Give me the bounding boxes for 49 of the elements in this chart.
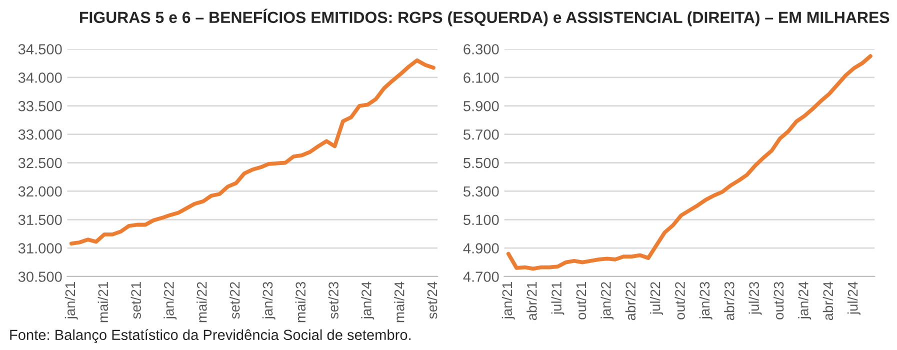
x-tick-label: set/24 (427, 282, 438, 319)
x-tick-label: mai/24 (394, 282, 404, 322)
y-tick-label: 6.300 (464, 44, 499, 54)
x-tick-label: out/23 (773, 282, 784, 320)
y-tick-label: 6.100 (464, 72, 499, 83)
y-tick-label: 34.500 (18, 44, 62, 54)
text: FIGURAS 5 e 6 – BENEFÍCIOS EMITIDOS: RGPS (ESQUERDA) e ASSISTENCIAL (DIREITA) – EM MILHARES (80, 8, 890, 26)
y-tick-label: 33.000 (18, 129, 62, 140)
x-tick-label: mai/22 (196, 282, 207, 322)
x-tick-label: jan/24 (361, 282, 374, 320)
x-tick-label: jul/24 (848, 282, 860, 315)
x-tick-label: jan/23 (262, 282, 276, 320)
x-tick-label: set/21 (130, 282, 141, 319)
y-tick-label: 4.700 (463, 272, 499, 282)
x-tick-label: set/23 (328, 282, 338, 319)
x-tick-label: jan/22 (600, 282, 614, 320)
x-tick-label: abr/22 (625, 282, 636, 320)
x-tick-label: jul/22 (650, 282, 663, 315)
y-tick-label: 32.500 (18, 158, 62, 168)
x-tick-label: jan/21 (64, 282, 78, 320)
y-tick-label: 5.300 (463, 186, 499, 197)
x-tick-label: jan/24 (798, 282, 812, 320)
x-tick-label: jul/21 (551, 282, 564, 315)
x-tick-label: set/22 (230, 282, 240, 319)
y-tick-label: 5.100 (463, 214, 499, 226)
x-tick-label: jul/23 (748, 282, 762, 315)
line-series (69, 58, 436, 246)
x-tick-label: abr/21 (526, 282, 537, 320)
y-tick-label: 33.500 (18, 100, 62, 112)
y-tick-label: 32.000 (18, 186, 62, 197)
x-tick-label: out/21 (576, 282, 586, 320)
x-tick-label: jan/23 (699, 282, 712, 320)
x-tick-label: mai/21 (98, 282, 108, 322)
x-tick-label: mai/23 (295, 282, 306, 322)
x-tick-label: jan/22 (164, 282, 177, 320)
y-tick-label: 34.000 (18, 72, 62, 83)
line-series (506, 54, 872, 271)
y-tick-label: 30.500 (18, 272, 62, 282)
x-tick-label: jan/21 (502, 282, 515, 320)
source-note: Fonte: Balanço Estatístico da Previdência Social de setembro. (10, 329, 411, 343)
y-tick-label: 5.900 (463, 100, 499, 112)
y-tick-label: 5.500 (463, 158, 499, 168)
y-tick-label: 5.700 (463, 129, 499, 140)
x-tick-label: out/22 (674, 282, 685, 320)
x-tick-label: abr/23 (724, 282, 734, 320)
y-tick-label: 4.900 (463, 243, 499, 254)
y-tick-label: 31.500 (18, 214, 62, 226)
x-tick-label: abr/24 (822, 282, 834, 320)
y-tick-label: 31.000 (18, 243, 62, 254)
